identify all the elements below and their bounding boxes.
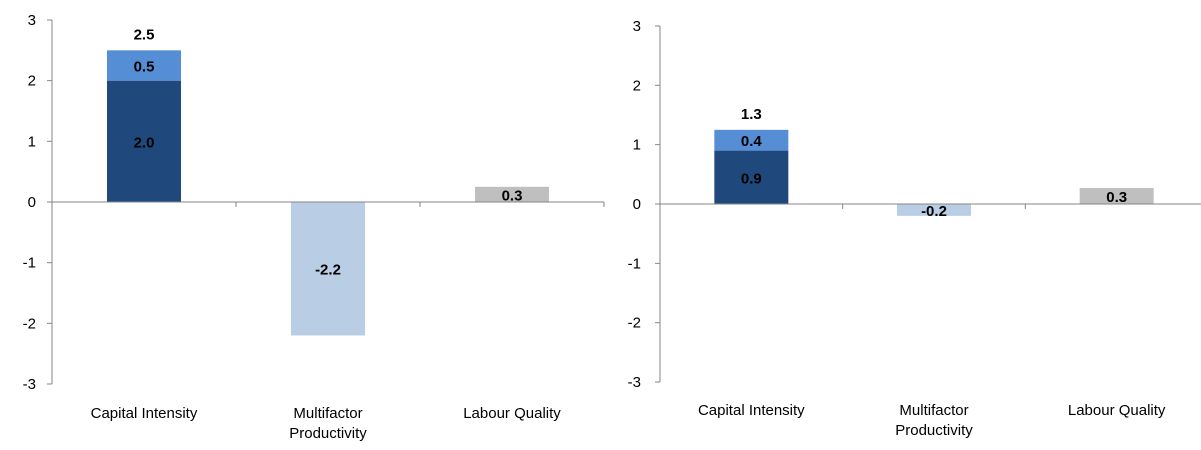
bar-segment bbox=[475, 186, 549, 202]
y-tick-label: 0 bbox=[633, 196, 641, 213]
data-label: 0.3 bbox=[1106, 189, 1127, 206]
y-tick-label: 1 bbox=[633, 137, 641, 154]
category-label: Labour Quality bbox=[463, 405, 561, 422]
y-tick-label: 2 bbox=[633, 77, 641, 94]
total-label: 2.5 bbox=[134, 26, 155, 43]
bar-segment bbox=[714, 150, 789, 204]
y-tick-label: 1 bbox=[28, 133, 36, 150]
bar-segment bbox=[714, 129, 789, 151]
y-tick-label: -2 bbox=[23, 315, 36, 332]
data-label: 2.0 bbox=[134, 134, 155, 151]
category-label: Capital Intensity bbox=[91, 405, 198, 422]
y-tick-label: 3 bbox=[633, 18, 641, 35]
data-label: 0.4 bbox=[741, 133, 763, 150]
bar-segment bbox=[107, 80, 181, 202]
category-label: Multifactor bbox=[899, 402, 968, 419]
data-label: -2.2 bbox=[315, 262, 341, 279]
category-label: Productivity bbox=[289, 425, 367, 442]
bar-segment bbox=[897, 204, 971, 216]
left-bar-chart: 3 2 1 0 -1 -2 -3 2.0 0.5 2.5 -2.2 0.3 Capital Intens… bbox=[23, 12, 605, 442]
y-tick-label: 3 bbox=[28, 12, 36, 29]
y-tick-label: 2 bbox=[28, 73, 36, 90]
y-tick-label: -1 bbox=[628, 255, 641, 272]
category-label: Multifactor bbox=[293, 405, 362, 422]
category-label: Labour Quality bbox=[1068, 402, 1166, 419]
data-label: 0.3 bbox=[502, 187, 523, 204]
data-label: 0.9 bbox=[741, 170, 762, 187]
total-label: 1.3 bbox=[741, 106, 762, 123]
data-label: 0.5 bbox=[134, 59, 155, 76]
y-tick-label: -3 bbox=[23, 376, 36, 393]
right-bar-chart: 3 2 1 0 -1 -2 -3 0.9 0.4 1.3 -0.2 0.3 Capital Intens… bbox=[628, 18, 1201, 439]
category-label: Capital Intensity bbox=[698, 402, 805, 419]
y-tick-label: -2 bbox=[628, 315, 641, 332]
bar-segment bbox=[107, 50, 181, 81]
y-tick-label: -3 bbox=[628, 374, 641, 391]
bar-segment bbox=[1079, 187, 1154, 204]
y-tick-label: -1 bbox=[23, 255, 36, 272]
bar-segment bbox=[291, 202, 365, 336]
category-label: Productivity bbox=[895, 422, 973, 439]
data-label: -0.2 bbox=[921, 203, 947, 220]
y-tick-label: 0 bbox=[28, 194, 36, 211]
